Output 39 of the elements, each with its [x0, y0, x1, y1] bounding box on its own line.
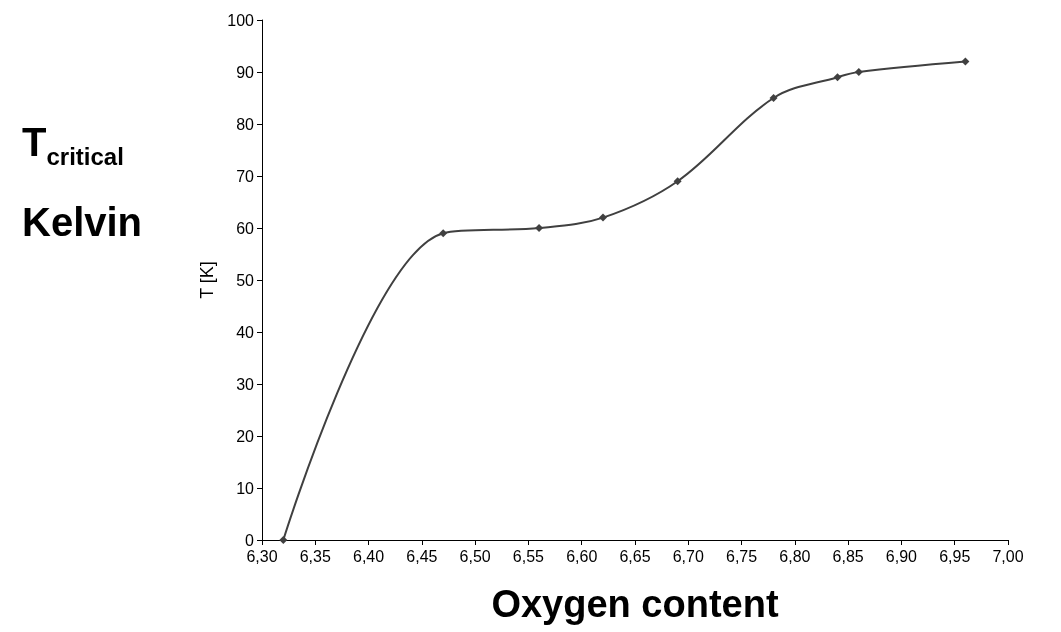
y-tick-label: 100 — [227, 11, 255, 29]
x-tick-label: 6,70 — [672, 547, 704, 565]
y-tick-label: 10 — [236, 479, 255, 497]
x-tick-label: 6,65 — [619, 547, 651, 565]
x-tick-label: 6,40 — [353, 547, 385, 565]
x-tick-label: 6,75 — [726, 547, 758, 565]
y-tick-label: 20 — [236, 427, 255, 445]
point — [535, 224, 544, 232]
y-tick-label: 90 — [236, 63, 255, 81]
x-tick-label: 7,00 — [992, 547, 1024, 565]
x-tick-label: 6,50 — [459, 547, 491, 565]
y-tick-label: 40 — [236, 323, 255, 341]
y-tick-label: 30 — [236, 375, 255, 393]
x-tick-label: 6,55 — [512, 547, 545, 565]
x-tick-label: 6,60 — [566, 547, 598, 565]
x-tick-label: 6,85 — [832, 547, 864, 565]
point — [673, 177, 682, 186]
y-tick-label: 60 — [236, 219, 255, 237]
point — [599, 213, 608, 222]
point — [769, 94, 778, 102]
text: T$_{critical}$ — [22, 120, 124, 171]
point — [279, 536, 288, 544]
x-tick-label: 6,45 — [406, 547, 438, 565]
y-axis-title: T [K] — [197, 261, 218, 299]
x-tick-label: 6,95 — [939, 547, 971, 565]
x-tick-label: 6,30 — [246, 547, 278, 565]
point — [833, 73, 842, 82]
y-tick-label: 0 — [245, 531, 255, 549]
point — [439, 229, 448, 238]
point — [854, 68, 863, 76]
text: Kelvin — [22, 200, 143, 245]
x-axis-title: Oxygen content — [491, 583, 779, 625]
x-tick-label: 6,80 — [779, 547, 811, 565]
y-tick-label: 80 — [236, 115, 255, 133]
y-tick-label: 70 — [236, 167, 255, 185]
x-tick-label: 6,90 — [885, 547, 918, 565]
x-tick-label: 6,35 — [299, 547, 331, 565]
y-tick-label: 50 — [236, 271, 255, 289]
point — [961, 57, 970, 66]
